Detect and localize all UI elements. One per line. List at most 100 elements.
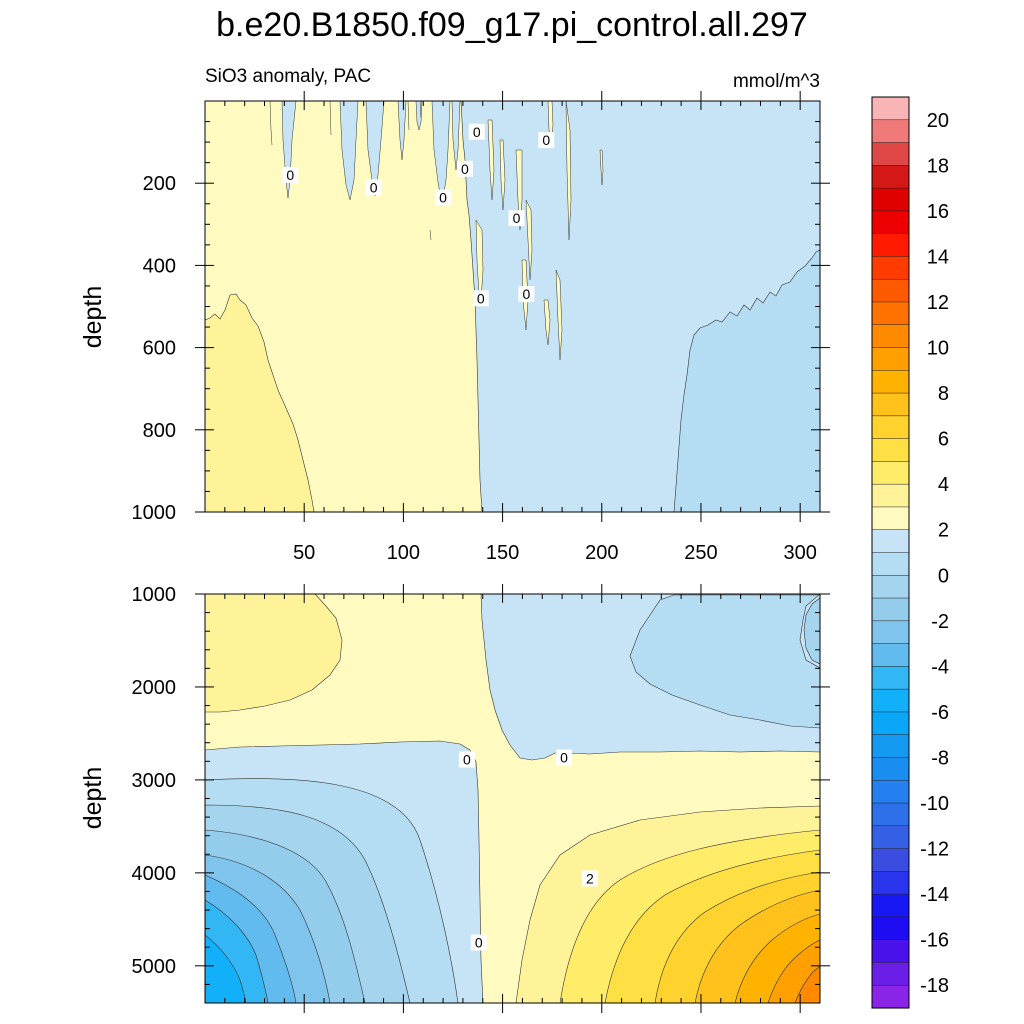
top-contour-label-text: 0 [286,167,294,183]
top-deep-negative-region [673,249,820,512]
bottom-contour-label: 0 [470,934,487,951]
colorbar-label: -2 [931,611,949,633]
colorbar [871,96,910,1009]
colorbar-swatch [871,233,910,257]
bottom-y-tick-label: 2000 [132,677,177,699]
top-panel-units-label: mmol/m^3 [733,71,820,92]
top-y-tick-label: 200 [143,173,176,195]
top-contour-label: 0 [365,179,382,196]
top-y-tick-label: 800 [143,420,176,442]
colorbar-label: -18 [920,975,949,997]
top-y-tick-label: 600 [143,338,176,360]
colorbar-label: -6 [931,702,949,724]
colorbar-swatch [871,438,910,462]
top-contour-label-text: 0 [461,161,469,177]
colorbar-label: 10 [927,338,949,360]
top-contour-label: 0 [435,189,452,206]
top-x-tick-label: 200 [585,542,618,564]
colorbar-swatch [871,597,910,622]
top-contour-label-text: 0 [370,179,378,195]
top-contour-label: 0 [508,210,525,227]
colorbar-swatch [871,620,910,645]
colorbar-label: -20 [920,1021,949,1024]
top-contour-label-text: 0 [522,286,530,302]
top-contour-label: 0 [282,166,299,183]
colorbar-swatch [871,370,910,394]
colorbar-swatch [871,688,910,713]
colorbar-swatch [871,848,910,872]
bottom-y-tick-label: 5000 [132,956,177,978]
colorbar-swatch [871,324,910,349]
top-contour-label: 0 [538,132,555,149]
colorbar-labels: 20181614121086420-2-4-6-8-10-12-14-16-18… [920,110,949,1024]
colorbar-label: -14 [920,884,949,906]
colorbar-label: 2 [938,520,949,542]
bottom-panel-y-axis-label: depth [79,767,107,830]
colorbar-label: 8 [938,383,949,405]
bottom-upper-right-deepest [803,597,820,665]
top-contour-label-text: 0 [542,132,550,148]
colorbar-label: 12 [927,292,949,314]
top-contour-label-text: 0 [473,124,481,140]
colorbar-swatch [871,734,910,759]
colorbar-swatch [871,278,910,303]
bottom-panel-contour-labels: 0 0 2 0 [458,749,598,951]
colorbar-swatch [871,96,910,121]
colorbar-label: -12 [920,839,949,861]
top-panel-plot [205,101,820,512]
colorbar-swatch [871,916,910,941]
colorbar-swatch [871,210,910,235]
colorbar-swatch [871,529,910,554]
colorbar-frame [871,96,910,1009]
top-x-tick-label: 100 [387,542,420,564]
bottom-contour-label-text: 0 [560,750,568,766]
colorbar-label: 14 [927,246,949,268]
colorbar-swatch [871,939,910,963]
bottom-panel-plot [205,594,820,1003]
top-positive-region [205,293,315,512]
colorbar-swatch [871,415,910,440]
bottom-contour-label: 2 [581,870,598,887]
top-contour-label: 0 [518,286,535,303]
top-y-tick-label: 1000 [132,502,177,524]
colorbar-label: 20 [927,110,949,132]
figure-title: b.e20.B1850.f09_g17.pi_control.all.297 [216,6,808,44]
top-panel-y-axis-label: depth [79,286,107,349]
top-x-tick-label: 300 [783,542,816,564]
colorbar-swatch [871,984,910,1009]
top-panel-left-label: SiO3 anomaly, PAC [205,66,371,87]
colorbar-swatch [871,780,910,804]
bottom-contour-label-text: 0 [475,935,483,951]
top-panel-axes: 50 100 150 200 250 300 200 400 600 800 1000 [132,91,830,564]
colorbar-swatch [871,711,910,736]
colorbar-label: 16 [927,201,949,223]
bottom-contour-label: 0 [458,751,475,768]
colorbar-swatch [871,119,910,144]
colorbar-label: 6 [938,429,949,451]
colorbar-swatch [871,893,910,918]
bottom-contour-label-text: 2 [586,870,594,886]
colorbar-label: -10 [920,793,949,815]
top-contour-label: 0 [468,123,485,140]
top-shallow-streaks [281,101,604,361]
bottom-upper-left-positive [205,594,343,713]
colorbar-label: 18 [927,155,949,177]
colorbar-swatch [871,757,910,781]
colorbar-label: 0 [938,565,949,587]
colorbar-swatch [871,392,910,417]
top-x-tick-label: 150 [486,542,519,564]
top-contour-label: 0 [472,290,489,307]
bottom-contour-label: 0 [556,749,573,766]
bottom-y-tick-label: 4000 [132,863,177,885]
bottom-y-tick-label: 1000 [132,584,177,606]
colorbar-swatch [871,301,910,326]
colorbar-swatch [871,461,910,485]
colorbar-swatch [871,165,910,189]
bottom-y-tick-label: 3000 [132,770,177,792]
colorbar-swatch [871,347,910,371]
top-contour-label-text: 0 [477,290,485,306]
top-contour-label-text: 0 [439,190,447,206]
